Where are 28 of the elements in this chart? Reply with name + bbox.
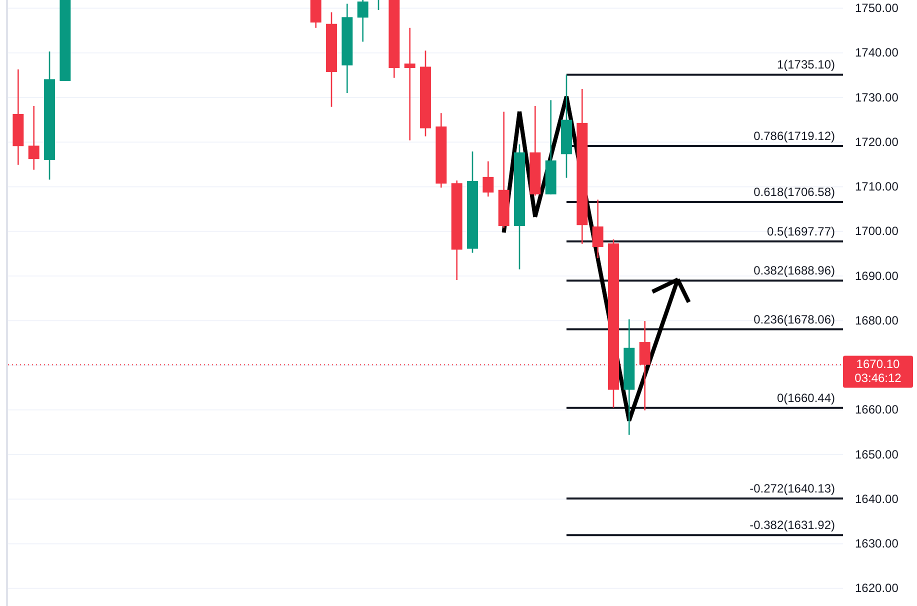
candlestick — [28, 105, 40, 170]
y-tick-label: 1730.00 — [855, 90, 899, 104]
y-tick-label: 1750.00 — [855, 1, 899, 16]
y-tick-label: 1630.00 — [855, 536, 899, 551]
y-tick-label: 1700.00 — [855, 224, 899, 238]
ref-line-label: 0.786(1719.12) — [754, 129, 835, 144]
ref-line-label: 1(1735.10) — [776, 58, 835, 72]
y-tick-label: 1710.00 — [855, 180, 899, 194]
y-tick-label: 1720.00 — [855, 134, 899, 149]
y-tick-label: 1690.00 — [855, 268, 899, 283]
text: 03:46:12 — [854, 370, 902, 385]
ref-line-label: 0(1660.44) — [776, 390, 835, 405]
ref-line-label: 0.5(1697.77) — [766, 224, 835, 238]
y-tick-label: 1740.00 — [855, 46, 899, 60]
ref-line-label: 0.382(1688.96) — [754, 264, 835, 278]
candlestick — [404, 27, 416, 141]
ref-line-label: -0.382(1631.92) — [750, 518, 835, 532]
ref-line-label: 0.236(1678.06) — [754, 312, 835, 326]
candlestick — [482, 160, 494, 198]
ref-line-label: -0.272(1640.13) — [750, 482, 835, 496]
y-tick-label: 1640.00 — [855, 492, 899, 506]
y-tick-label: 1620.00 — [855, 581, 899, 596]
ref-line-label: 0.618(1706.58) — [754, 185, 835, 199]
y-tick-label: 1680.00 — [855, 313, 899, 328]
ref-line-label: 1670.10 — [856, 356, 900, 371]
y-tick-label: 1650.00 — [855, 447, 899, 462]
candlestick — [592, 199, 604, 259]
y-tick-label: 1660.00 — [855, 402, 899, 417]
